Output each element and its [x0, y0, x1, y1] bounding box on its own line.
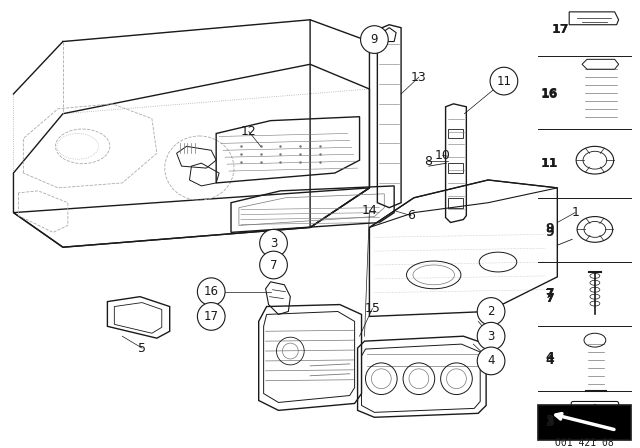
Text: 13: 13 — [411, 71, 427, 84]
Circle shape — [360, 26, 388, 53]
Circle shape — [490, 67, 518, 95]
Text: 15: 15 — [364, 302, 380, 315]
Text: 7: 7 — [545, 292, 554, 305]
Text: 11: 11 — [541, 157, 558, 170]
Circle shape — [477, 297, 505, 325]
Text: 4: 4 — [545, 352, 554, 365]
Text: 3: 3 — [545, 414, 554, 427]
Text: 11: 11 — [497, 74, 511, 88]
Bar — [538, 405, 632, 440]
Text: 9: 9 — [545, 226, 554, 239]
Text: O01 421 08: O01 421 08 — [555, 438, 613, 448]
Text: 16: 16 — [541, 87, 558, 100]
Circle shape — [477, 323, 505, 350]
Text: 3: 3 — [488, 330, 495, 343]
Text: 7: 7 — [545, 292, 554, 305]
Text: 7: 7 — [270, 258, 277, 271]
Text: 17: 17 — [552, 23, 569, 36]
Text: 3: 3 — [270, 237, 277, 250]
Text: 4: 4 — [545, 354, 554, 367]
Text: 12: 12 — [241, 125, 257, 138]
Text: 17: 17 — [204, 310, 219, 323]
Text: 10: 10 — [435, 149, 451, 162]
Circle shape — [260, 229, 287, 257]
Text: 9: 9 — [545, 222, 554, 235]
Text: 5: 5 — [138, 341, 146, 354]
Text: 6: 6 — [407, 209, 415, 222]
Text: 1: 1 — [571, 206, 579, 219]
Circle shape — [197, 302, 225, 330]
Bar — [447, 129, 463, 138]
Text: 17: 17 — [552, 23, 569, 36]
Text: 16: 16 — [541, 88, 558, 101]
Circle shape — [197, 278, 225, 306]
Text: 7: 7 — [545, 288, 554, 301]
Circle shape — [477, 347, 505, 375]
Bar — [447, 198, 463, 208]
Text: 7: 7 — [545, 287, 554, 300]
Text: 14: 14 — [362, 204, 378, 217]
Bar — [447, 163, 463, 173]
Text: 9: 9 — [371, 33, 378, 46]
Text: 11: 11 — [541, 157, 558, 170]
Text: 4: 4 — [487, 354, 495, 367]
Circle shape — [260, 251, 287, 279]
Text: 16: 16 — [204, 285, 219, 298]
Text: 2: 2 — [487, 305, 495, 318]
Text: 3: 3 — [545, 416, 554, 429]
Text: 8: 8 — [424, 155, 432, 168]
